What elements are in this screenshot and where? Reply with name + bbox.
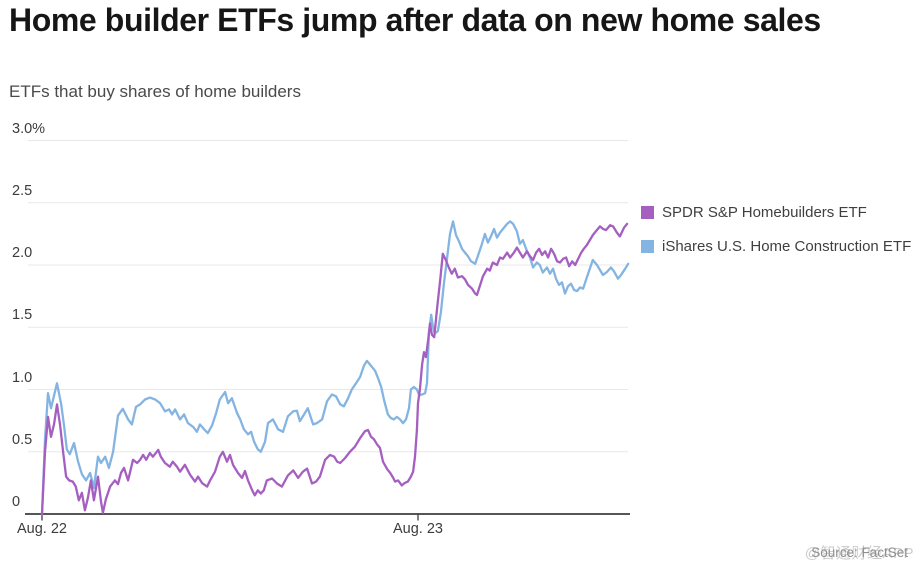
chart-legend: SPDR S&P Homebuilders ETF iShares U.S. H… <box>641 204 911 272</box>
y-tick-label: 3.0% <box>12 121 46 137</box>
y-tick-label: 0.5 <box>12 432 33 448</box>
legend-item-ishares: iShares U.S. Home Construction ETF <box>641 238 911 255</box>
watermark-text: @智通财经APP <box>804 545 914 562</box>
series-line <box>40 222 629 516</box>
y-tick-label: 0 <box>12 494 21 510</box>
legend-swatch-blue <box>641 240 654 253</box>
y-tick-label: 2.5 <box>12 183 33 199</box>
y-tick-label: 2.0 <box>12 245 33 261</box>
legend-swatch-purple <box>641 206 654 219</box>
legend-label: SPDR S&P Homebuilders ETF <box>662 204 867 221</box>
legend-label: iShares U.S. Home Construction ETF <box>662 238 912 255</box>
page-title: Home builder ETFs jump after data on new… <box>9 2 821 38</box>
series-line <box>40 220 630 516</box>
source-attribution: Source: FactSet <box>811 545 908 560</box>
x-tick-label: Aug. 23 <box>393 521 443 537</box>
y-tick-label: 1.5 <box>12 307 33 323</box>
y-tick-label: 1.0 <box>12 370 33 386</box>
x-tick-label: Aug. 22 <box>17 521 67 537</box>
legend-item-spdr: SPDR S&P Homebuilders ETF <box>641 204 911 221</box>
chart-subtitle: ETFs that buy shares of home builders <box>9 82 301 101</box>
